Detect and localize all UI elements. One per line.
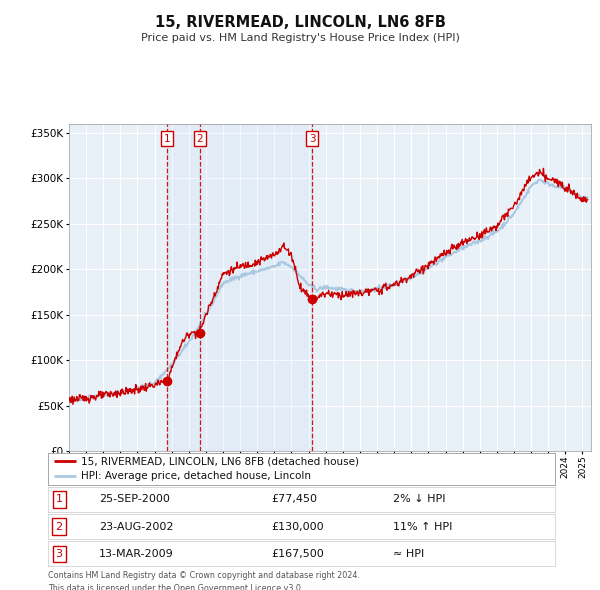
Text: Contains HM Land Registry data © Crown copyright and database right 2024.
This d: Contains HM Land Registry data © Crown c… — [48, 571, 360, 590]
Text: 3: 3 — [56, 549, 62, 559]
Bar — [167, 124, 200, 451]
Text: £130,000: £130,000 — [271, 522, 324, 532]
Text: 1: 1 — [56, 494, 62, 504]
Text: 2% ↓ HPI: 2% ↓ HPI — [393, 494, 445, 504]
Text: 23-AUG-2002: 23-AUG-2002 — [98, 522, 173, 532]
Bar — [200, 124, 312, 451]
Text: 2: 2 — [56, 522, 63, 532]
Text: £77,450: £77,450 — [271, 494, 317, 504]
Text: 13-MAR-2009: 13-MAR-2009 — [98, 549, 173, 559]
Text: 3: 3 — [309, 134, 316, 143]
Text: HPI: Average price, detached house, Lincoln: HPI: Average price, detached house, Linc… — [81, 471, 311, 481]
Text: ≈ HPI: ≈ HPI — [393, 549, 424, 559]
Text: 25-SEP-2000: 25-SEP-2000 — [98, 494, 170, 504]
Text: 11% ↑ HPI: 11% ↑ HPI — [393, 522, 452, 532]
Text: 2: 2 — [196, 134, 203, 143]
Text: 1: 1 — [164, 134, 170, 143]
Text: 15, RIVERMEAD, LINCOLN, LN6 8FB: 15, RIVERMEAD, LINCOLN, LN6 8FB — [155, 15, 445, 30]
Text: 15, RIVERMEAD, LINCOLN, LN6 8FB (detached house): 15, RIVERMEAD, LINCOLN, LN6 8FB (detache… — [81, 456, 359, 466]
Text: Price paid vs. HM Land Registry's House Price Index (HPI): Price paid vs. HM Land Registry's House … — [140, 34, 460, 43]
Text: £167,500: £167,500 — [271, 549, 324, 559]
